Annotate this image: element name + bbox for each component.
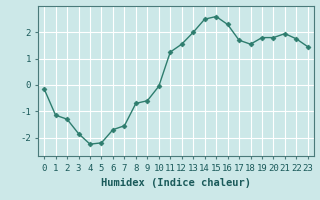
X-axis label: Humidex (Indice chaleur): Humidex (Indice chaleur) <box>101 178 251 188</box>
